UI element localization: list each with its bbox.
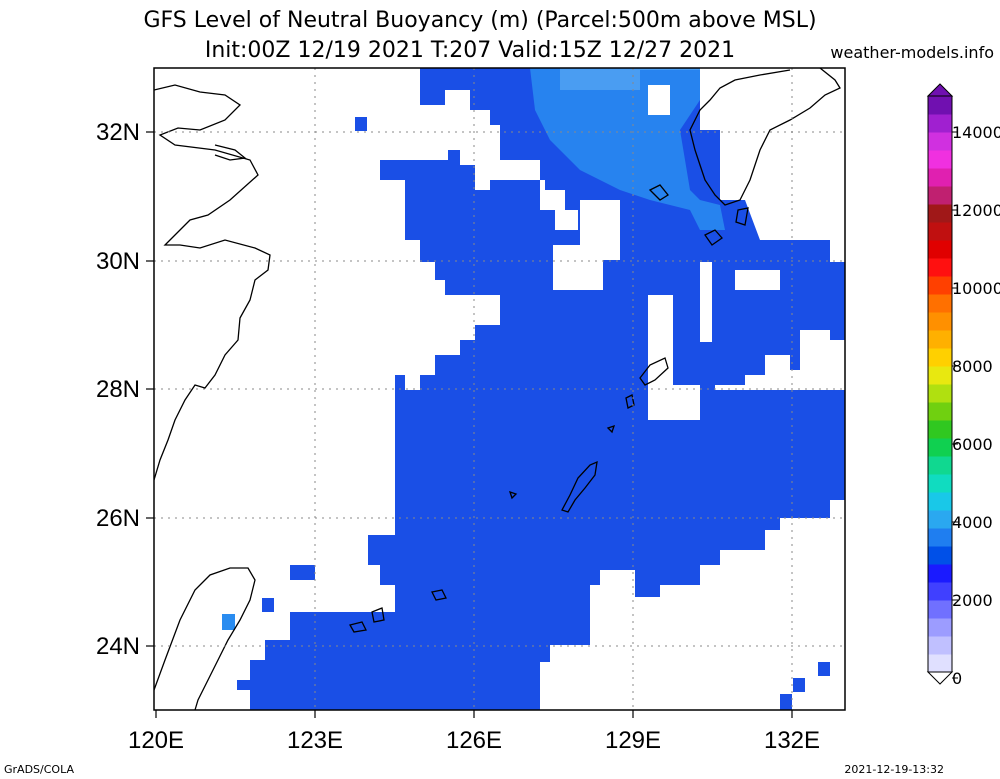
credit-label: weather-models.info (830, 43, 994, 62)
field-patch (780, 694, 792, 710)
colorbar-segment (928, 636, 952, 655)
colorbar-segment (928, 420, 952, 439)
colorbar-label: 0 (952, 669, 962, 688)
colorbar-segment (928, 240, 952, 259)
coastlines (154, 68, 841, 710)
field-patch (262, 598, 274, 612)
colorbar-segment (928, 132, 952, 151)
lon-tick-label: 120E (128, 727, 184, 754)
colorbar-label: 14000 (952, 123, 1000, 142)
colorbar-segment (928, 564, 952, 583)
lat-tick-label: 26N (96, 505, 140, 532)
coast-amami (639, 357, 669, 386)
colorbar-segment (928, 618, 952, 637)
colorbar-segment (928, 384, 952, 403)
colorbar-label: 2000 (952, 591, 993, 610)
lat-tick-label: 28N (96, 376, 140, 403)
colorbar-segment (928, 528, 952, 547)
field-patch (793, 678, 805, 692)
colorbar-segment (928, 330, 952, 349)
lat-tick-label: 32N (96, 119, 140, 146)
colorbar-segment (928, 150, 952, 169)
lon-tick-label: 123E (287, 727, 343, 754)
colorbar-ticks (952, 131, 958, 679)
buoyancy-field (154, 68, 845, 710)
field-gap (648, 295, 673, 385)
colorbar-segment (928, 96, 952, 115)
colorbar-segment (928, 276, 952, 295)
colorbar-segment (928, 582, 952, 601)
colorbar-segment (928, 402, 952, 421)
lat-tick-label: 24N (96, 633, 140, 660)
lon-tick-label: 126E (446, 727, 502, 754)
lon-tick-label: 132E (764, 727, 820, 754)
coast-kyushu (689, 68, 841, 206)
field-patch (290, 565, 315, 580)
colorbar-segment (928, 474, 952, 493)
colorbar-segment (928, 312, 952, 331)
colorbar-segment (928, 366, 952, 385)
coast-taiwan (154, 567, 256, 710)
colorbar-segment (928, 348, 952, 367)
colorbar-label: 8000 (952, 357, 993, 376)
colorbar-segment (928, 510, 952, 529)
colorbar-segment (928, 654, 952, 673)
colorbar-segment (928, 546, 952, 565)
field-gap (700, 262, 712, 342)
colorbar-label: 12000 (952, 201, 1000, 220)
colorbar-segment (928, 492, 952, 511)
lon-tick-label: 129E (605, 727, 661, 754)
coast-small-islands (349, 394, 635, 633)
colorbar-segment (928, 168, 952, 187)
colorbar-segment (928, 222, 952, 241)
coast-okinawa (561, 460, 598, 513)
colorbar-max-arrow (926, 83, 954, 97)
colorbar-label: 6000 (952, 435, 993, 454)
coast-china-inner (214, 144, 247, 161)
coast-japan-islands (648, 184, 749, 246)
colorbar-segment (928, 186, 952, 205)
colorbar-segment (928, 114, 952, 133)
field-gap (648, 385, 700, 420)
map-title-line1: GFS Level of Neutral Buoyancy (m) (Parce… (143, 8, 817, 33)
colorbar-segment (928, 600, 952, 619)
coast-china (154, 84, 271, 481)
colorbar-segment (928, 258, 952, 277)
field-patch (818, 662, 830, 676)
colorbar (926, 83, 954, 685)
footer-right: 2021-12-19-13:32 (844, 763, 944, 776)
footer-left: GrADS/COLA (4, 763, 74, 776)
colorbar-segment (928, 438, 952, 457)
colorbar-segment (928, 294, 952, 313)
colorbar-label: 4000 (952, 513, 993, 532)
map-title-line2: Init:00Z 12/19 2021 T:207 Valid:15Z 12/2… (204, 38, 736, 63)
colorbar-min-arrow (926, 671, 954, 685)
field-gap (735, 270, 780, 290)
field-gap (580, 200, 620, 260)
colorbar-frame (927, 95, 953, 673)
field-region-high (530, 68, 725, 230)
colorbar-label: 10000 (952, 279, 1000, 298)
lat-tick-label: 30N (96, 248, 140, 275)
axis-ticks (146, 131, 793, 718)
grid-lines (154, 68, 845, 710)
colorbar-segment (928, 204, 952, 223)
field-gap (648, 85, 670, 115)
field-patch (222, 614, 235, 630)
field-patch (355, 117, 367, 131)
colorbar-segment (928, 456, 952, 475)
